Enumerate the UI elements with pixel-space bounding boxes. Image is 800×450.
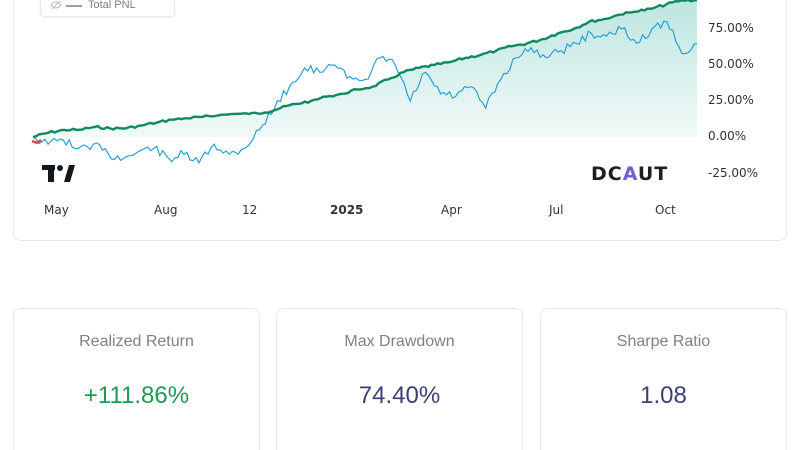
portfolio-area-fill (33, 0, 697, 137)
stat-label: Sharpe Ratio (616, 333, 711, 350)
benchmark-series-line[interactable] (32, 20, 698, 165)
chart-legend[interactable] (40, 0, 175, 17)
x-tick-label: Apr (441, 203, 462, 217)
tradingview-logo[interactable] (42, 165, 75, 182)
x-tick-label: May (44, 203, 69, 217)
brand-logo-suffix: UT (637, 163, 669, 185)
stat-card-realized-return: Realized Return +111.86% (13, 308, 260, 450)
stat-value: 74.40% (358, 382, 441, 409)
stat-value: 1.08 (640, 382, 687, 409)
portfolio-series-line[interactable] (32, 0, 698, 139)
stat-label: Max Drawdown (344, 333, 455, 350)
y-tick-label: 50.00% (708, 57, 754, 71)
brand-logo-prefix: DC (591, 163, 623, 185)
y-tick-label: 25.00% (708, 93, 754, 107)
y-tick-label: 0.00% (708, 129, 747, 143)
x-tick-label: Aug (154, 203, 178, 217)
stat-card-sharpe-ratio: Sharpe Ratio 1.08 (540, 308, 787, 450)
stat-label: Realized Return (79, 333, 194, 350)
stat-value: +111.86% (83, 382, 190, 409)
x-tick-label: Oct (655, 203, 676, 217)
x-tick-label: 12 (242, 203, 258, 217)
brand-logo-accent: A (622, 163, 638, 185)
stat-card-max-drawdown: Max Drawdown 74.40% (276, 308, 523, 450)
x-tick-label: 2025 (330, 203, 364, 217)
y-tick-label: 75.00% (708, 21, 754, 35)
legend-series-swatch (66, 5, 82, 7)
pnl-chart[interactable] (14, 0, 788, 242)
pnl-chart-card (13, 0, 787, 241)
eye-hidden-icon[interactable] (50, 0, 62, 10)
legend-series-label: Total PNL (88, 0, 136, 11)
x-tick-label: Jul (549, 203, 564, 217)
y-tick-label: -25.00% (708, 166, 759, 180)
brand-logo: DCAUT (591, 163, 668, 185)
start-marker (31, 139, 42, 145)
